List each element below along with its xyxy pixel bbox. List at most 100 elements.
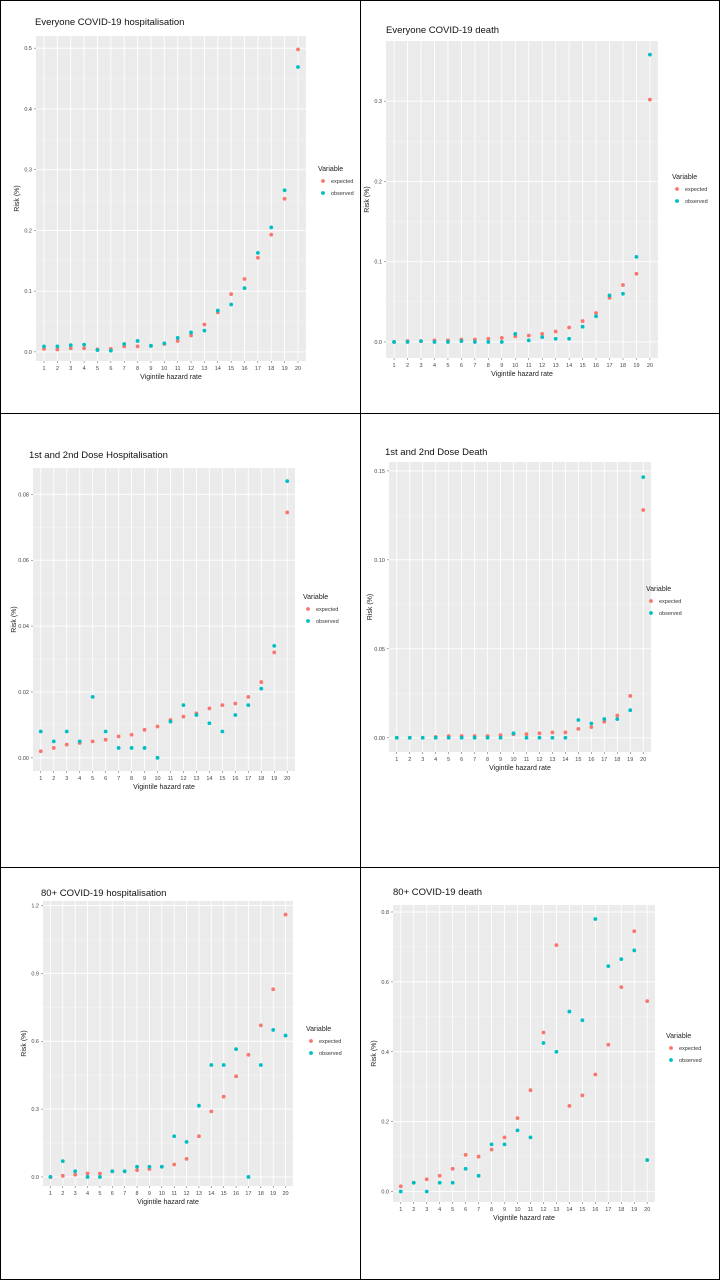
chart-title: Everyone COVID-19 hospitalisation — [35, 17, 184, 28]
legend-key-expected — [675, 187, 679, 191]
x-tick-label: 17 — [606, 363, 612, 369]
point-observed — [271, 1028, 276, 1032]
x-tick-label: 17 — [245, 1191, 251, 1197]
y-tick-label: 0.0 — [31, 1175, 39, 1181]
point-observed — [607, 293, 612, 298]
x-tick-label: 9 — [500, 363, 503, 369]
x-tick-label: 20 — [295, 366, 301, 372]
x-tick-label: 7 — [473, 757, 476, 763]
x-tick-label: 15 — [221, 1191, 227, 1197]
y-axis-label: Risk (%) — [364, 186, 371, 212]
point-expected — [476, 1154, 481, 1159]
x-tick-label: 14 — [566, 1207, 572, 1213]
point-expected — [85, 1171, 90, 1176]
y-tick-label: 0.5 — [24, 46, 32, 52]
point-observed — [159, 1164, 164, 1169]
point-expected — [628, 694, 633, 698]
legend-label-observed: observed — [331, 191, 354, 197]
point-expected — [184, 1156, 189, 1161]
chart-panel-2: Everyone COVID-19 death 0.0 0.1 0.2 0.3 1 2 3 4 5… — [360, 0, 720, 414]
x-tick-label: 13 — [549, 757, 555, 763]
chart-title: 1st and 2nd Dose Hospitalisation — [29, 450, 168, 461]
point-expected — [526, 333, 531, 338]
point-expected — [202, 322, 207, 327]
point-observed — [197, 1103, 201, 1108]
point-observed — [615, 717, 620, 721]
x-tick-label: 7 — [123, 366, 126, 372]
point-observed — [122, 1169, 127, 1174]
point-expected — [450, 1166, 455, 1171]
x-tick-label: 13 — [553, 1207, 559, 1213]
x-tick-label: 2 — [56, 366, 59, 372]
point-observed — [258, 1063, 263, 1067]
legend-key-observed — [309, 1051, 313, 1055]
point-observed — [116, 746, 121, 750]
point-observed — [122, 342, 127, 346]
point-expected — [576, 726, 581, 731]
y-tick-label: 0.08 — [18, 492, 29, 498]
point-observed — [424, 1189, 429, 1194]
point-observed — [472, 735, 477, 740]
point-observed — [476, 1173, 481, 1178]
x-tick-label: 2 — [408, 757, 411, 763]
x-tick-label: 15 — [228, 366, 234, 372]
x-tick-label: 15 — [580, 363, 586, 369]
x-tick-label: 11 — [524, 757, 530, 763]
x-tick-label: 12 — [540, 1207, 546, 1213]
x-tick-label: 6 — [460, 757, 463, 763]
plot-panel — [386, 41, 658, 358]
x-tick-label: 2 — [52, 776, 55, 782]
legend-label-observed: observed — [659, 611, 682, 617]
point-observed — [108, 348, 113, 353]
x-tick-label: 12 — [536, 757, 542, 763]
point-observed — [606, 964, 611, 969]
point-expected — [73, 1172, 78, 1177]
point-observed — [511, 731, 516, 736]
x-tick-label: 13 — [201, 366, 207, 372]
legend-key-observed — [306, 619, 310, 623]
point-expected — [51, 746, 56, 750]
x-tick-label: 4 — [438, 1207, 441, 1213]
x-tick-label: 4 — [86, 1191, 89, 1197]
x-tick-label: 1 — [399, 1207, 402, 1213]
point-observed — [255, 250, 260, 255]
point-observed — [209, 1063, 214, 1067]
point-observed — [407, 735, 412, 740]
x-tick-label: 1 — [49, 1191, 52, 1197]
point-observed — [589, 721, 594, 726]
legend-label-observed: observed — [319, 1051, 342, 1057]
point-observed — [537, 735, 542, 740]
x-tick-label: 9 — [148, 1191, 151, 1197]
x-tick-label: 15 — [575, 757, 581, 763]
x-tick-label: 6 — [460, 363, 463, 369]
point-observed — [450, 1180, 455, 1185]
x-tick-label: 18 — [614, 757, 620, 763]
point-observed — [621, 291, 625, 296]
point-expected — [606, 1042, 611, 1047]
x-tick-label: 19 — [627, 757, 633, 763]
x-tick-label: 10 — [510, 757, 516, 763]
point-observed — [135, 339, 140, 343]
x-axis-label: Vigintile hazard rate — [491, 371, 553, 378]
y-axis-label: Risk (%) — [21, 1030, 28, 1056]
x-tick-label: 11 — [175, 366, 181, 372]
legend-key-observed — [649, 611, 653, 615]
point-observed — [296, 65, 300, 69]
plot-panel — [43, 901, 293, 1186]
point-observed — [524, 735, 529, 740]
point-observed — [499, 340, 504, 344]
x-tick-label: 4 — [434, 757, 437, 763]
x-tick-label: 9 — [499, 757, 502, 763]
point-observed — [269, 225, 274, 230]
point-observed — [437, 1180, 442, 1185]
point-expected — [580, 319, 585, 323]
chart-svg-5: 80+ COVID-19 hospitalisation 0.0 0.3 0.6 0.9… — [21, 888, 342, 1206]
point-expected — [271, 987, 276, 992]
x-tick-label: 16 — [241, 366, 247, 372]
legend-key-observed — [675, 199, 679, 203]
point-expected — [540, 332, 545, 336]
x-tick-label: 8 — [136, 1191, 139, 1197]
